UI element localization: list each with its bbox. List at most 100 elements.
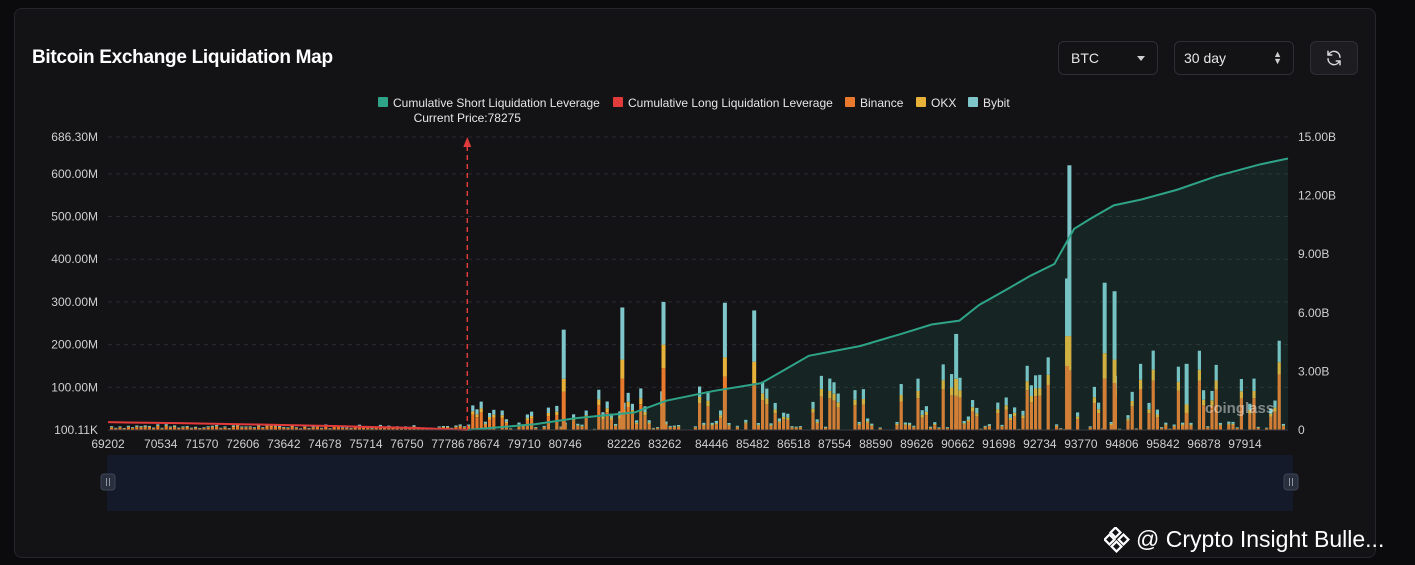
- bar-segment: [1139, 379, 1143, 389]
- refresh-button[interactable]: [1310, 41, 1358, 75]
- bar-segment: [656, 428, 660, 430]
- updown-chevron-icon: ▲ ▼: [1273, 49, 1282, 66]
- bar-segment: [383, 428, 387, 430]
- bar-segment: [357, 426, 361, 430]
- bar-segment: [714, 423, 718, 425]
- bar-segment: [1172, 424, 1176, 426]
- bar-segment: [488, 412, 492, 418]
- bar-segment: [240, 426, 244, 428]
- x-tick-label: 95842: [1146, 437, 1180, 451]
- bar-segment: [147, 426, 151, 428]
- bar-segment: [1034, 375, 1038, 389]
- bar-segment: [236, 425, 240, 427]
- bar-segment: [832, 382, 836, 394]
- bar-segment: [782, 419, 786, 430]
- bar-segment: [1038, 395, 1042, 430]
- bar-segment: [467, 424, 471, 426]
- legend-label[interactable]: Binance: [860, 96, 904, 110]
- legend-label[interactable]: Cumulative Short Liquidation Leverage: [393, 96, 600, 110]
- bar-segment: [215, 426, 219, 427]
- bar-segment: [761, 400, 765, 430]
- x-tick-label: 76750: [390, 437, 424, 451]
- legend-label[interactable]: OKX: [931, 96, 956, 110]
- legend-swatch: [845, 97, 855, 107]
- bar-segment: [727, 425, 731, 430]
- bar-segment: [1227, 424, 1231, 430]
- bar-segment: [1038, 374, 1042, 389]
- bar-segment: [324, 426, 328, 430]
- bar-segment: [912, 426, 916, 428]
- bar-segment: [416, 428, 420, 430]
- zoom-slider-track[interactable]: [107, 455, 1293, 511]
- bar-okx: [1065, 336, 1070, 366]
- bar-segment: [374, 428, 378, 430]
- zoom-slider-left-handle[interactable]: [100, 473, 116, 491]
- bar-segment: [198, 428, 202, 430]
- range-select[interactable]: 30 day ▲ ▼: [1174, 41, 1294, 75]
- bar-segment: [605, 401, 609, 409]
- bar-segment: [744, 422, 748, 424]
- bar-segment: [1088, 426, 1092, 428]
- bar-okx: [1102, 353, 1107, 379]
- bar-segment: [210, 426, 214, 428]
- bar-segment: [173, 425, 177, 427]
- bar-segment: [215, 426, 219, 430]
- bar-segment: [1197, 369, 1201, 381]
- bar-segment: [1214, 389, 1218, 430]
- refresh-icon: [1327, 50, 1341, 66]
- bar-segment: [576, 423, 580, 426]
- bar-segment: [1214, 380, 1218, 390]
- bar-segment: [328, 428, 332, 430]
- bar-segment: [773, 402, 777, 410]
- bar-segment: [899, 401, 903, 430]
- bar-segment: [572, 420, 576, 430]
- x-tick-label: 71570: [185, 437, 219, 451]
- bar-segment: [672, 426, 676, 428]
- bar-binance: [1065, 365, 1070, 430]
- bar-segment: [261, 428, 265, 430]
- bar-segment: [542, 425, 546, 427]
- bar-segment: [945, 428, 949, 430]
- bar-segment: [790, 426, 794, 428]
- bar-segment: [576, 425, 580, 427]
- bar-segment: [950, 387, 954, 396]
- bar-segment: [1218, 422, 1222, 425]
- bar-segment: [706, 405, 710, 430]
- legend-label[interactable]: Cumulative Long Liquidation Leverage: [628, 96, 833, 110]
- legend-label[interactable]: Bybit: [983, 96, 1010, 110]
- bar-segment: [1130, 391, 1134, 402]
- bar-segment: [601, 418, 605, 430]
- bar-segment: [454, 426, 458, 428]
- bar-segment: [269, 426, 273, 430]
- bar-segment: [950, 395, 954, 430]
- y-right-tick-label: 3.00B: [1298, 364, 1329, 378]
- bar-segment: [173, 426, 177, 428]
- bar-segment: [1277, 362, 1281, 375]
- bar-segment: [693, 426, 697, 428]
- bar-segment: [1197, 350, 1201, 370]
- bar-segment: [958, 377, 962, 391]
- zoom-slider-right-handle[interactable]: [1283, 473, 1299, 491]
- bar-segment: [1076, 419, 1080, 430]
- coin-select[interactable]: BTC: [1058, 41, 1158, 75]
- bar-segment: [1008, 420, 1012, 430]
- bar-segment: [702, 422, 706, 425]
- bar-segment: [870, 425, 874, 427]
- bar-segment: [916, 378, 920, 391]
- bar-segment: [412, 426, 416, 428]
- bar-segment: [798, 427, 802, 430]
- bar-segment: [483, 421, 487, 424]
- bar-segment: [996, 409, 1000, 413]
- bar-binance: [954, 395, 959, 430]
- bar-segment: [1281, 426, 1285, 430]
- source-watermark-text: @ Crypto Insight Bulle...: [1136, 526, 1385, 552]
- bar-segment: [1055, 425, 1059, 427]
- bar-segment: [1235, 427, 1239, 428]
- bar-segment: [1029, 396, 1033, 403]
- bar-segment: [156, 426, 160, 430]
- bar-segment: [1202, 399, 1206, 406]
- bar-segment: [630, 413, 634, 430]
- bar-segment: [618, 418, 622, 430]
- bar-segment: [278, 426, 282, 428]
- bar-segment: [139, 426, 143, 428]
